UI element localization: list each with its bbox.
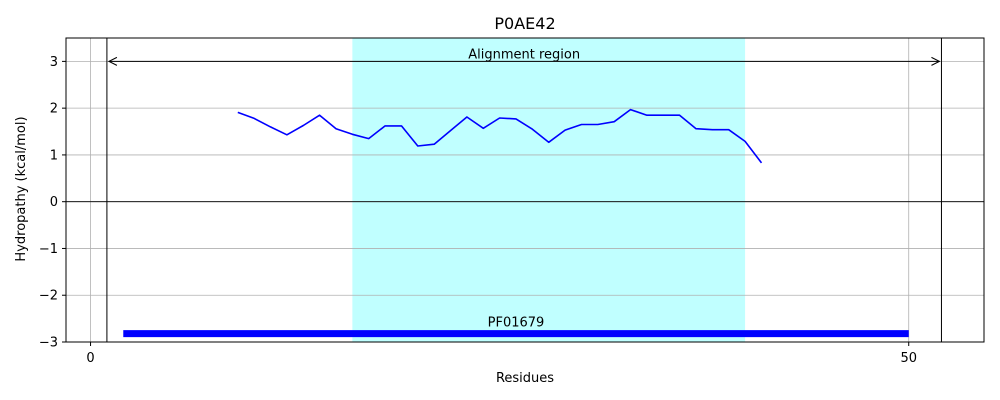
annotation-layer: Alignment region PF01679 xyxy=(468,47,580,330)
axes-layer xyxy=(65,37,985,343)
domain-bar-label: PF01679 xyxy=(488,316,545,331)
alignment-arrowhead-right xyxy=(931,56,941,66)
reference-layer xyxy=(66,38,984,342)
y-tick-label: −3 xyxy=(39,336,58,351)
alignment-region-label: Alignment region xyxy=(468,47,580,62)
y-tick-label: −2 xyxy=(39,289,58,304)
y-tick-label: −1 xyxy=(39,242,58,257)
y-tick-label: 1 xyxy=(50,148,58,163)
highlight-layer xyxy=(352,38,746,342)
y-tick-label: 2 xyxy=(50,102,58,117)
y-tick-label: 0 xyxy=(50,195,58,210)
series-layer xyxy=(123,108,909,338)
tick-layer: 0 50 −3 −2 −1 0 1 2 3 xyxy=(39,55,917,366)
x-axis-label: Residues xyxy=(496,371,554,386)
highlight-span xyxy=(352,38,746,342)
hydropathy-line xyxy=(237,108,763,164)
y-axis-label: Hydropathy (kcal/mol) xyxy=(14,116,29,261)
y-tick-label: 3 xyxy=(50,55,58,70)
plot-frame xyxy=(65,37,985,343)
x-tick-label: 0 xyxy=(86,351,94,366)
x-tick-label: 50 xyxy=(900,351,917,366)
alignment-arrowhead-left xyxy=(107,56,118,66)
chart-title: P0AE42 xyxy=(494,14,555,33)
